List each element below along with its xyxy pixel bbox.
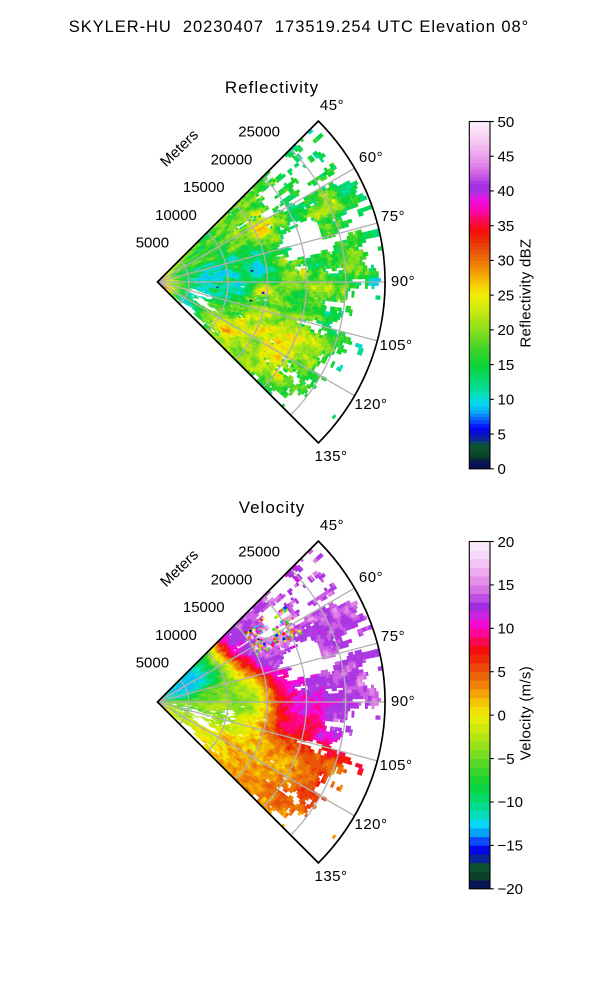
svg-text:25000: 25000 [238, 124, 280, 141]
svg-text:105°: 105° [379, 757, 412, 774]
svg-text:−15: −15 [498, 838, 523, 855]
svg-text:5000: 5000 [136, 655, 169, 672]
svg-text:−10: −10 [498, 794, 523, 811]
svg-text:10: 10 [498, 621, 515, 638]
svg-text:60°: 60° [359, 569, 383, 586]
svg-text:0: 0 [498, 707, 506, 724]
svg-text:135°: 135° [314, 448, 347, 465]
svg-text:20: 20 [498, 534, 515, 551]
svg-text:90°: 90° [391, 693, 415, 710]
svg-text:45°: 45° [320, 517, 344, 534]
svg-text:75°: 75° [381, 208, 405, 225]
svg-text:50: 50 [498, 114, 515, 131]
svg-text:15000: 15000 [183, 179, 225, 196]
svg-text:10000: 10000 [155, 627, 197, 644]
svg-text:Velocity: Velocity [239, 498, 306, 517]
svg-text:SKYLER-HU 20230407 173519.25: SKYLER-HU 20230407 173519.254 UTC Elevat… [69, 18, 529, 36]
svg-text:25: 25 [498, 287, 515, 304]
svg-text:5: 5 [498, 664, 506, 681]
svg-text:90°: 90° [391, 273, 415, 290]
svg-text:5000: 5000 [136, 235, 169, 252]
svg-text:15000: 15000 [183, 599, 225, 616]
svg-text:Reflectivity dBZ: Reflectivity dBZ [517, 239, 534, 348]
svg-text:Reflectivity: Reflectivity [225, 78, 319, 97]
svg-text:20: 20 [498, 322, 515, 339]
svg-text:120°: 120° [354, 816, 387, 833]
svg-text:30: 30 [498, 253, 515, 270]
svg-text:60°: 60° [359, 149, 383, 166]
svg-text:135°: 135° [314, 868, 347, 885]
svg-text:45: 45 [498, 148, 515, 165]
svg-text:−20: −20 [498, 881, 523, 898]
svg-text:15: 15 [498, 577, 515, 594]
svg-text:35: 35 [498, 218, 515, 235]
svg-text:45°: 45° [320, 97, 344, 114]
svg-text:20000: 20000 [211, 571, 253, 588]
svg-text:Velocity (m/s): Velocity (m/s) [517, 666, 534, 760]
svg-text:120°: 120° [354, 396, 387, 413]
svg-text:25000: 25000 [238, 544, 280, 561]
svg-text:105°: 105° [379, 337, 412, 354]
svg-text:10000: 10000 [155, 207, 197, 224]
svg-text:20000: 20000 [211, 151, 253, 168]
svg-text:10: 10 [498, 392, 515, 409]
svg-text:75°: 75° [381, 628, 405, 645]
svg-text:40: 40 [498, 183, 515, 200]
svg-text:15: 15 [498, 357, 515, 374]
svg-text:5: 5 [498, 426, 506, 443]
svg-text:−5: −5 [498, 751, 515, 768]
svg-text:0: 0 [498, 461, 506, 478]
